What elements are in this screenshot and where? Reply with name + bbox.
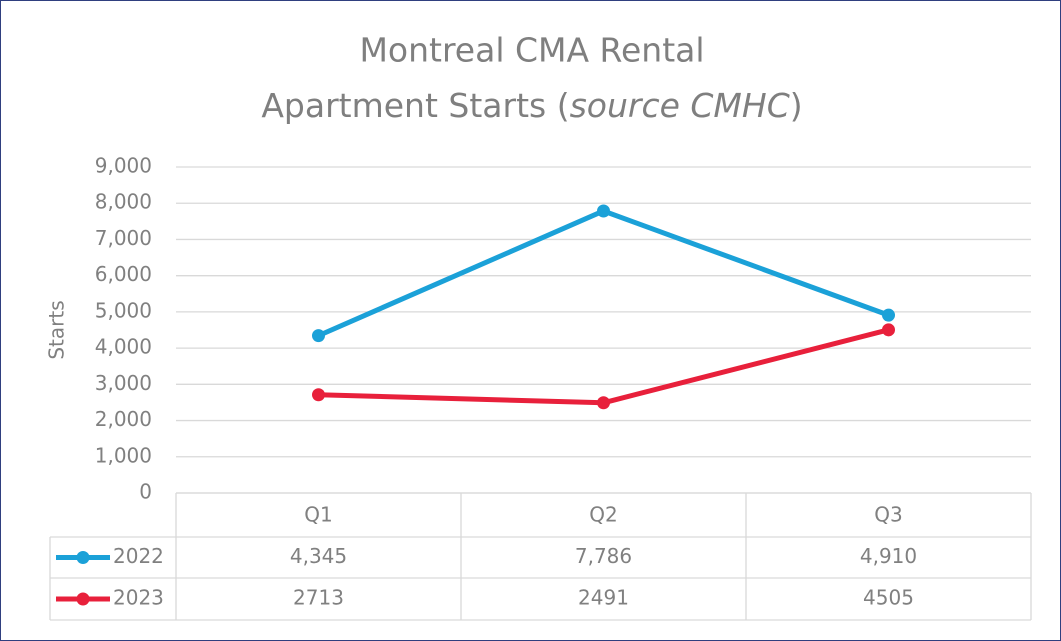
x-tick-label: Q3 [874,503,902,527]
y-tick-label: 6,000 [95,262,152,286]
legend-label: 2023 [113,586,164,610]
title-part: Apartment Starts ( [261,86,569,125]
data-point [597,396,610,410]
table-value: 2491 [578,586,629,610]
y-tick-label: 9,000 [95,154,152,178]
data-point [882,308,895,322]
y-tick-label: 3,000 [95,371,152,395]
table-value: 2713 [293,586,344,610]
data-point [312,388,325,402]
y-axis-label: Starts [45,300,69,359]
table-value: 4,910 [860,544,917,568]
legend-key-marker [76,592,90,606]
title-part: ) [790,86,803,125]
y-tick-label: 4,000 [95,335,152,359]
chart-title: Montreal CMA Rental [359,31,704,70]
legend-key-marker [76,551,90,564]
y-tick-label: 2,000 [95,407,152,431]
y-tick-label: 8,000 [95,190,152,214]
table-value: 4505 [863,586,914,610]
title-part: source CMHC [570,86,790,125]
legend-label: 2022 [113,544,164,568]
chart-title: Apartment Starts (source CMHC) [261,86,802,125]
data-point [312,329,325,343]
y-tick-label: 0 [139,480,152,504]
table-value: 4,345 [290,544,347,568]
data-point [882,323,895,337]
y-tick-label: 5,000 [95,298,152,322]
x-tick-label: Q2 [589,503,617,527]
x-tick-label: Q1 [304,503,332,527]
data-point [597,204,610,218]
table-value: 7,786 [575,544,632,568]
y-tick-label: 7,000 [95,226,152,250]
y-tick-label: 1,000 [95,443,152,467]
